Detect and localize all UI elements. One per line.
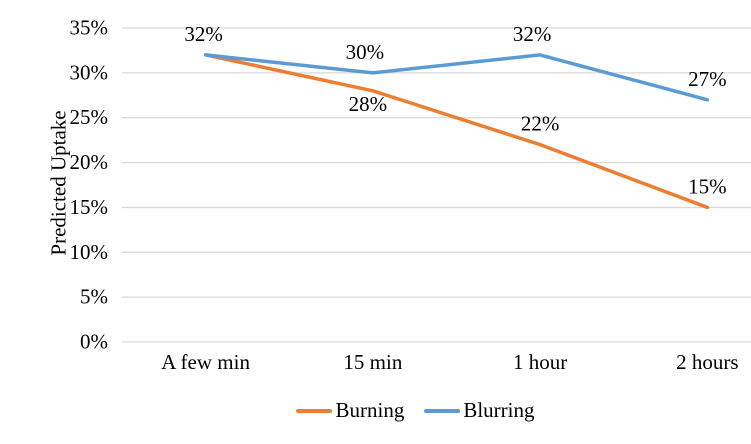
series-line-burning <box>203 53 710 210</box>
data-label-blurring-1: 30% <box>346 40 385 64</box>
y-axis-title: Predicted Uptake <box>46 110 71 256</box>
y-tick-label: 30% <box>70 60 109 84</box>
predicted-uptake-line-chart: 35% 30% 25% 20% 15% 10% 5% 0% A few min 15 min 1 h… <box>40 16 751 428</box>
x-tick-label: 2 hours <box>676 350 738 374</box>
x-tick-label: A few min <box>161 350 250 374</box>
plot-area: 35% 30% 25% 20% 15% 10% 5% 0% A few min 15 min 1 h… <box>70 16 751 374</box>
legend-item-blurring: Blurring <box>424 398 535 422</box>
data-label-burning-1: 28% <box>349 92 388 116</box>
series-line-blurring <box>203 53 710 102</box>
y-tick-label: 20% <box>70 150 109 174</box>
legend-line-swatch-blurring <box>424 408 461 413</box>
y-tick-label: 15% <box>70 195 109 219</box>
data-label-burning-0: 32% <box>184 22 223 46</box>
y-tick-label: 35% <box>70 16 109 40</box>
data-label-burning-2: 22% <box>521 112 560 136</box>
chart-legend: Burning Blurring <box>40 400 751 421</box>
y-tick-label: 5% <box>80 285 108 309</box>
y-tick-label: 10% <box>70 240 109 264</box>
y-tick-label: 0% <box>80 330 108 354</box>
legend-item-burning: Burning <box>296 400 404 421</box>
data-label-burning-3: 15% <box>688 174 727 198</box>
legend-line-swatch-burning <box>296 408 333 413</box>
legend-label-burning: Burning <box>335 398 405 422</box>
data-label-blurring-2: 32% <box>513 22 552 46</box>
legend-label-blurring: Blurring <box>463 398 535 422</box>
y-tick-label: 25% <box>70 105 109 129</box>
x-tick-label: 15 min <box>343 350 402 374</box>
x-tick-label: 1 hour <box>513 350 567 374</box>
data-label-blurring-3: 27% <box>688 67 727 91</box>
